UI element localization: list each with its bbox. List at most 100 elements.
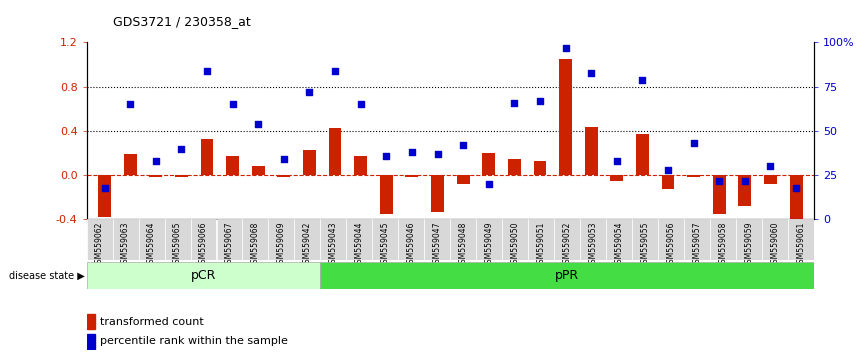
Point <box>456 142 470 148</box>
Bar <box>87 314 95 329</box>
Point <box>353 102 367 107</box>
Point <box>302 89 316 95</box>
Point <box>123 102 137 107</box>
Bar <box>216 219 242 260</box>
Point <box>149 158 163 164</box>
Bar <box>329 128 341 175</box>
Bar <box>139 219 165 260</box>
Text: GSM559054: GSM559054 <box>615 222 624 268</box>
Text: GSM559053: GSM559053 <box>589 222 598 268</box>
Text: GSM559055: GSM559055 <box>641 222 650 268</box>
Bar <box>113 219 139 260</box>
Bar <box>632 219 658 260</box>
Text: GSM559047: GSM559047 <box>433 222 442 268</box>
Bar <box>710 219 736 260</box>
Point <box>226 102 240 107</box>
Text: GSM559045: GSM559045 <box>381 222 390 268</box>
Point <box>713 178 727 183</box>
Text: GSM559069: GSM559069 <box>277 222 286 268</box>
Point <box>174 146 188 152</box>
Bar <box>580 219 606 260</box>
Text: GSM559048: GSM559048 <box>459 222 468 268</box>
Bar <box>175 175 188 177</box>
Bar <box>456 175 469 184</box>
Bar <box>380 175 392 214</box>
Point <box>379 153 393 159</box>
Bar <box>268 219 294 260</box>
Bar <box>424 219 450 260</box>
Bar <box>320 219 346 260</box>
Bar <box>303 150 316 175</box>
Text: pPR: pPR <box>555 269 579 282</box>
Bar <box>482 153 495 175</box>
Bar <box>606 219 632 260</box>
Point <box>738 178 752 183</box>
Point <box>481 181 495 187</box>
Point <box>328 68 342 74</box>
Bar <box>277 175 290 177</box>
Bar <box>764 175 777 184</box>
Bar <box>87 334 95 348</box>
Text: GSM559065: GSM559065 <box>173 222 182 268</box>
Text: GSM559042: GSM559042 <box>303 222 312 268</box>
Point <box>687 141 701 146</box>
Bar <box>788 219 814 260</box>
Text: GSM559068: GSM559068 <box>251 222 260 268</box>
Point <box>277 156 291 162</box>
Point <box>636 77 650 82</box>
Point <box>507 100 521 105</box>
Text: GSM559043: GSM559043 <box>329 222 338 268</box>
Bar <box>98 175 111 217</box>
Text: GSM559050: GSM559050 <box>511 222 520 268</box>
Point <box>661 167 675 173</box>
Point <box>98 185 112 190</box>
Text: GSM559056: GSM559056 <box>667 222 675 268</box>
Point <box>430 151 444 157</box>
Bar <box>252 166 265 175</box>
Point <box>585 70 598 75</box>
Bar <box>713 175 726 214</box>
Bar <box>87 219 113 260</box>
Bar <box>559 59 572 175</box>
Text: GSM559063: GSM559063 <box>121 222 130 268</box>
Point <box>559 45 572 51</box>
Bar <box>790 175 803 222</box>
Bar <box>431 175 444 212</box>
Text: GDS3721 / 230358_at: GDS3721 / 230358_at <box>113 15 250 28</box>
Text: GSM559060: GSM559060 <box>771 222 779 268</box>
Bar <box>354 156 367 175</box>
Text: GSM559062: GSM559062 <box>95 222 104 268</box>
Bar <box>739 175 752 206</box>
Bar <box>636 134 649 175</box>
Text: GSM559067: GSM559067 <box>225 222 234 268</box>
Bar <box>372 219 398 260</box>
Text: GSM559046: GSM559046 <box>407 222 416 268</box>
Bar <box>585 127 598 175</box>
Bar <box>476 219 502 260</box>
Bar <box>124 154 137 175</box>
Text: GSM559052: GSM559052 <box>563 222 572 268</box>
Bar <box>554 219 580 260</box>
Bar <box>688 175 700 177</box>
Point <box>251 121 265 127</box>
Bar <box>528 219 554 260</box>
Text: GSM559064: GSM559064 <box>147 222 156 268</box>
Bar <box>611 175 624 181</box>
Text: percentile rank within the sample: percentile rank within the sample <box>100 336 288 346</box>
Bar <box>165 219 191 260</box>
Bar <box>320 262 814 289</box>
Text: transformed count: transformed count <box>100 316 204 327</box>
Text: GSM559051: GSM559051 <box>537 222 546 268</box>
Bar <box>762 219 788 260</box>
Text: GSM559057: GSM559057 <box>693 222 701 268</box>
Point <box>789 185 803 190</box>
Bar <box>658 219 684 260</box>
Point <box>610 158 624 164</box>
Point <box>764 164 778 169</box>
Bar <box>226 156 239 175</box>
Bar <box>87 262 320 289</box>
Bar <box>294 219 320 260</box>
Text: GSM559049: GSM559049 <box>485 222 494 268</box>
Bar <box>502 219 528 260</box>
Bar <box>684 219 710 260</box>
